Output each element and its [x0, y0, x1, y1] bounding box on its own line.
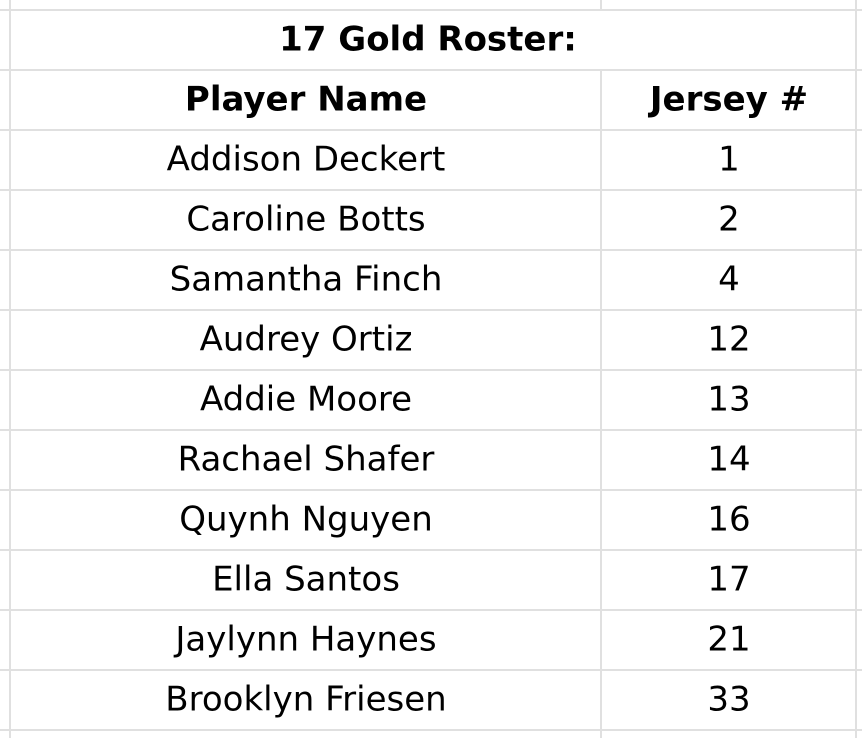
cell: Caroline Botts	[186, 200, 425, 240]
cell: 12	[707, 320, 750, 360]
cell: 16	[707, 500, 750, 540]
cell: 17	[707, 560, 750, 600]
header-cell: Player Name	[185, 80, 427, 120]
cell: Samantha Finch	[170, 260, 443, 300]
cell: 4	[718, 260, 740, 300]
cell: Ella Santos	[212, 560, 400, 600]
cell: 21	[707, 620, 750, 660]
cell: Rachael Shafer	[178, 440, 435, 480]
cell: 33	[707, 680, 750, 720]
cell: 14	[707, 440, 750, 480]
cell: Quynh Nguyen	[179, 500, 433, 540]
cell: Addie Moore	[200, 380, 412, 420]
cell: Brooklyn Friesen	[165, 680, 446, 720]
cell: Jaylynn Haynes	[173, 620, 436, 660]
cell: Addison Deckert	[167, 140, 446, 180]
cell: 1	[718, 140, 740, 180]
cell: Audrey Ortiz	[200, 320, 413, 360]
sheet-title: 17 Gold Roster:	[279, 20, 577, 60]
header-cell: Jersey #	[648, 80, 808, 120]
cell: 13	[707, 380, 750, 420]
cell: 2	[718, 200, 740, 240]
